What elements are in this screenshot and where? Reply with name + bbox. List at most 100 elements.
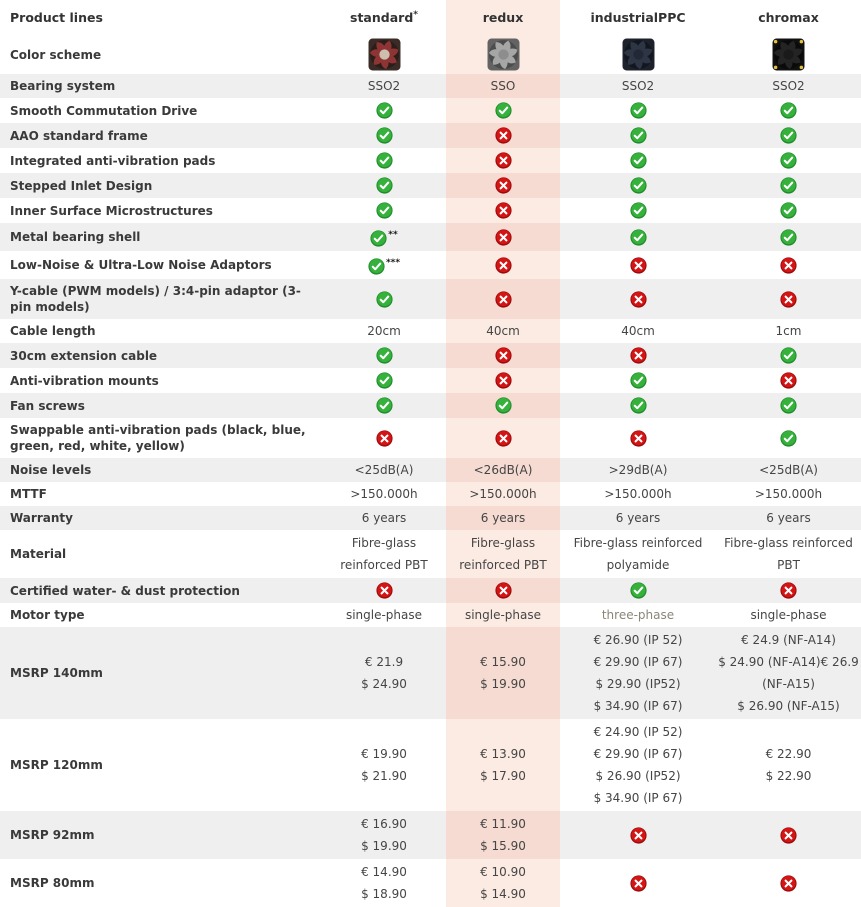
cell-text: >150.000h xyxy=(754,487,823,502)
cell-text: <25dB(A) xyxy=(759,463,818,478)
price-line: Fibre-glass reinforced xyxy=(573,536,703,551)
cell-redux xyxy=(446,223,560,252)
cell-text: 6 years xyxy=(615,511,661,526)
cell-standard xyxy=(322,123,446,149)
table-row: Smooth Commutation Drive xyxy=(0,98,861,124)
cell-industrialppc: 6 years xyxy=(560,506,716,531)
cell-redux: € 11.90 $ 15.90 xyxy=(446,811,560,860)
table-row: Swappable anti-vibration pads (black, bl… xyxy=(0,418,861,459)
cell-chromax: >150.000h xyxy=(716,482,861,506)
row-label: Bearing system xyxy=(0,74,322,99)
table-row: 30cm extension cable xyxy=(0,343,861,369)
row-label: MSRP 140mm xyxy=(0,627,322,720)
check-icon xyxy=(780,152,797,169)
cell-standard: Fibre-glass reinforced PBT xyxy=(322,530,446,578)
price-line: € 26.90 (IP 52) xyxy=(593,633,683,648)
price-line: (NF-A15) xyxy=(762,677,815,692)
check-icon xyxy=(629,372,647,389)
cell-standard: >150.000h xyxy=(322,482,446,506)
cell-chromax: € 22.90 $ 22.90 xyxy=(716,719,861,811)
cell-text: SSO2 xyxy=(367,79,401,94)
cell-industrialppc xyxy=(560,393,716,419)
cell-chromax xyxy=(716,223,861,252)
column-header-label: industrialPPC xyxy=(590,10,686,26)
cell-standard xyxy=(322,578,446,604)
cell-chromax xyxy=(716,418,861,458)
cell-chromax xyxy=(716,343,861,369)
row-label: Integrated anti-vibration pads xyxy=(10,153,216,168)
cross-icon xyxy=(494,291,512,308)
price-line: € 19.90 xyxy=(361,747,407,762)
cell-chromax xyxy=(716,35,861,74)
table-row: Stepped Inlet Design xyxy=(0,173,861,199)
cell-standard xyxy=(322,98,446,123)
cell-chromax xyxy=(716,173,861,199)
check-icon xyxy=(780,347,797,364)
cell-industrialppc xyxy=(560,198,716,223)
cell-redux xyxy=(446,173,560,199)
cell-redux xyxy=(446,418,560,459)
cell-text: 1cm xyxy=(775,324,802,339)
cell-industrialppc xyxy=(560,343,716,369)
table-row: Color scheme xyxy=(0,35,861,75)
row-label: Swappable anti-vibration pads (black, bl… xyxy=(10,423,306,454)
footnote-marker: ** xyxy=(388,230,398,241)
check-icon xyxy=(375,127,393,144)
cross-icon xyxy=(494,229,512,246)
cell-standard xyxy=(322,418,446,458)
table-row: Inner Surface Microstructures xyxy=(0,198,861,224)
cell-text: >29dB(A) xyxy=(608,463,668,478)
cross-icon xyxy=(629,430,647,447)
check-icon xyxy=(780,102,797,119)
cross-icon xyxy=(494,152,512,169)
cell-standard xyxy=(322,198,446,223)
cross-icon xyxy=(629,291,647,308)
table-row: Bearing system SSO2 SSO SSO2 SSO2 xyxy=(0,74,861,99)
cell-chromax xyxy=(716,859,861,907)
check-icon xyxy=(375,397,393,414)
row-label: Material xyxy=(10,547,67,562)
check-icon xyxy=(629,202,647,219)
column-header-redux: redux xyxy=(446,0,560,36)
cell-industrialppc: >29dB(A) xyxy=(560,458,716,483)
cell-chromax xyxy=(716,368,861,393)
row-label: Noise levels xyxy=(0,458,322,483)
table-row: Low-Noise & Ultra-Low Noise Adaptors *** xyxy=(0,251,861,280)
check-icon xyxy=(780,177,797,194)
price-line: Fibre-glass xyxy=(351,536,417,551)
header-row: Product lines standard* redux industrial… xyxy=(0,0,861,36)
table-row: Noise levels <25dB(A) <26dB(A) >29dB(A) <25d… xyxy=(0,458,861,483)
row-label: Y-cable (PWM models) / 3:4-pin adaptor (… xyxy=(0,279,322,320)
cell-chromax: 6 years xyxy=(716,506,861,531)
table-row: AAO standard frame xyxy=(0,123,861,149)
cell-redux: single-phase xyxy=(446,603,560,628)
check-icon xyxy=(629,127,647,144)
cell-redux xyxy=(446,123,560,149)
check-icon xyxy=(629,582,647,599)
cell-text: <26dB(A) xyxy=(473,463,533,478)
cell-standard xyxy=(322,279,446,320)
check-icon xyxy=(368,258,385,275)
cross-icon xyxy=(494,177,512,194)
row-label: Low-Noise & Ultra-Low Noise Adaptors xyxy=(10,258,272,273)
cell-industrialppc xyxy=(560,35,716,74)
row-label: MSRP 92mm xyxy=(0,811,322,860)
cell-standard: *** xyxy=(322,251,446,279)
cell-standard xyxy=(322,393,446,419)
cell-industrialppc xyxy=(560,859,716,907)
cell-chromax xyxy=(716,123,861,149)
price-line: reinforced PBT xyxy=(340,558,428,573)
cross-icon xyxy=(494,257,512,274)
row-label: AAO standard frame xyxy=(0,123,322,149)
column-header-standard: standard* xyxy=(322,0,446,36)
cell-redux xyxy=(446,35,560,75)
row-label: Cable length xyxy=(10,324,96,339)
cell-redux xyxy=(446,393,560,419)
cell-redux: € 15.90 $ 19.90 xyxy=(446,627,560,720)
cell-text: single-phase xyxy=(750,608,827,623)
cell-text: >150.000h xyxy=(604,487,672,502)
price-line: $ 34.90 (IP 67) xyxy=(593,699,683,714)
cross-icon xyxy=(780,827,797,844)
row-label: 30cm extension cable xyxy=(0,343,322,369)
